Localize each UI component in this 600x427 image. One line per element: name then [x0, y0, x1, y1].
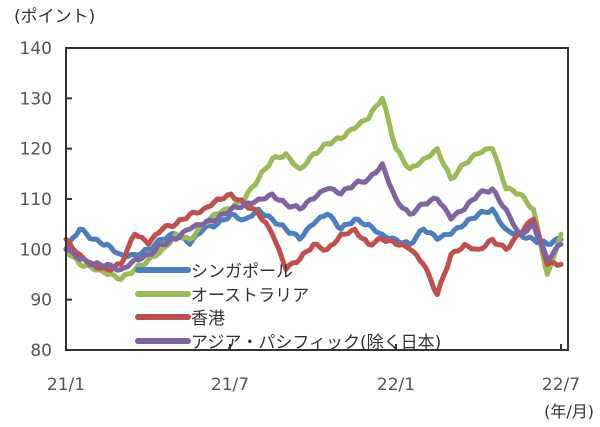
x-axis-unit-label: (年/月) [544, 402, 594, 421]
plot-frame [65, 47, 569, 351]
y-axis: 80 90 100 110 120 130 140 [20, 39, 72, 361]
y-tick-label: 130 [20, 89, 52, 109]
series-line [63, 95, 564, 282]
y-tick-label: 90 [30, 291, 52, 311]
y-tick-label: 120 [20, 140, 52, 160]
legend-label: シンガポール [191, 262, 293, 282]
chart-series [63, 95, 564, 298]
y-tick-label: 140 [20, 39, 52, 59]
y-tick-label: 80 [30, 341, 52, 361]
series-line [63, 191, 564, 298]
x-tick-label: 22/7 [542, 375, 580, 395]
x-tick-label: 21/7 [211, 375, 249, 395]
y-tick-label: 100 [20, 240, 52, 260]
x-tick-label: 21/1 [47, 375, 85, 395]
series-line [63, 161, 564, 273]
x-tick-label: 22/1 [377, 375, 415, 395]
legend-label: 香港 [191, 309, 225, 329]
y-tick-label: 110 [20, 190, 52, 210]
series-line [63, 206, 564, 259]
legend-label: アジア・パシフィック(除く日本) [191, 333, 441, 353]
y-axis-unit-label: (ポイント) [14, 7, 96, 27]
legend-label: オーストラリア [191, 286, 309, 306]
